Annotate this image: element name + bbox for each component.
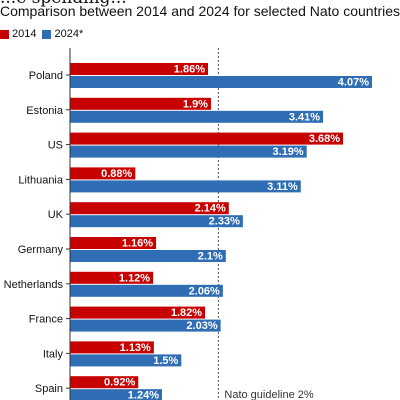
bar-2014-lithuania [70, 167, 136, 180]
data-label-2014-italy: 1.13% [120, 342, 151, 354]
chart-legend: 2014 2024* [0, 28, 89, 40]
chart-title-fragment: ...e spending... [0, 0, 127, 8]
data-label-2014-germany: 1.16% [122, 238, 153, 250]
bar-2024--italy [70, 354, 182, 367]
guideline-label: Nato guideline 2% [224, 389, 314, 400]
data-label-2014-poland: 1.86% [174, 64, 205, 76]
data-label-2024--italy: 1.5% [153, 355, 178, 367]
data-label-2014-uk: 2.14% [195, 203, 226, 215]
bar-2014-estonia [70, 97, 211, 110]
bar-2024--germany [70, 250, 226, 262]
bar-2024--netherlands [70, 284, 223, 297]
legend-item-2024: 2024* [42, 28, 83, 40]
bar-2014-italy [70, 341, 154, 354]
legend-item-2014: 2014 [0, 28, 36, 40]
category-label-netherlands: Netherlands [4, 279, 64, 291]
data-label-2014-estonia: 1.9% [183, 98, 208, 110]
category-label-poland: Poland [29, 70, 63, 82]
chart-subtitle: Comparison between 2014 and 2024 for sel… [0, 3, 400, 19]
data-label-2024--netherlands: 2.06% [189, 285, 220, 297]
bar-2024--estonia [70, 110, 324, 123]
category-label-spain: Spain [35, 383, 63, 395]
category-label-france: France [29, 314, 63, 326]
data-label-2024--estonia: 3.41% [289, 111, 320, 123]
data-label-2014-france: 1.82% [171, 307, 202, 319]
bar-2014-france [70, 306, 206, 319]
data-label-2024--germany: 2.1% [198, 251, 223, 263]
legend-label-2024: 2024* [54, 28, 84, 40]
data-label-2024--uk: 2.33% [209, 216, 240, 228]
data-label-2014-lithuania: 0.88% [101, 168, 132, 180]
legend-swatch-2014 [0, 29, 9, 39]
bar-2024--france [70, 319, 221, 332]
data-label-2024--spain: 1.24% [128, 390, 159, 400]
data-label-2024--poland: 4.07% [338, 77, 369, 89]
bar-2024--us [70, 145, 307, 158]
data-label-2024--lithuania: 3.11% [267, 181, 298, 193]
bar-2014-germany [70, 237, 157, 249]
data-label-2024--france: 2.03% [186, 320, 217, 332]
data-label-2014-us: 3.68% [309, 133, 340, 145]
bar-2024--uk [70, 215, 243, 228]
category-label-italy: Italy [43, 348, 64, 360]
bar-2024--poland [70, 76, 372, 88]
bar-2014-spain [70, 376, 139, 389]
bar-2024--spain [70, 389, 163, 400]
data-label-2014-spain: 0.92% [104, 377, 135, 389]
category-label-germany: Germany [18, 244, 64, 256]
category-label-lithuania: Lithuania [18, 174, 64, 186]
category-label-us: US [48, 140, 63, 152]
bar-2024--lithuania [70, 180, 301, 193]
bar-2014-netherlands [70, 271, 154, 284]
legend-label-2014: 2014 [12, 28, 37, 40]
category-label-estonia: Estonia [26, 105, 64, 117]
data-label-2014-netherlands: 1.12% [119, 272, 150, 284]
category-label-uk: UK [48, 209, 64, 221]
bar-2014-us [70, 132, 344, 145]
legend-swatch-2024 [42, 29, 52, 39]
bar-2014-poland [70, 63, 209, 75]
bar-2014-uk [70, 202, 229, 215]
data-label-2024--us: 3.19% [272, 146, 303, 158]
